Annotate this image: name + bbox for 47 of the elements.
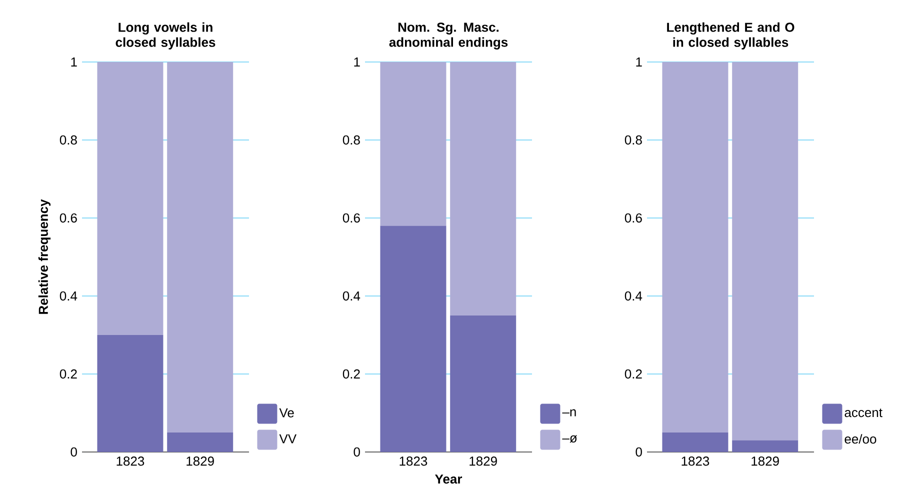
y-tick-label: 0.8 xyxy=(342,135,360,145)
x-tick-label: 1823 xyxy=(400,456,428,466)
y-tick-label: 0.2 xyxy=(624,369,642,379)
y-tick-label: 0.8 xyxy=(60,135,77,145)
bar xyxy=(380,62,446,226)
chart-title: Nom. Sg. Masc. adnominal endings xyxy=(389,22,508,50)
legend-label: accent xyxy=(844,408,882,418)
bar xyxy=(167,62,234,432)
y-tick-label: 0 xyxy=(70,447,77,457)
legend-label: ee/oo xyxy=(844,434,876,444)
bar xyxy=(97,334,164,452)
bar xyxy=(450,62,516,316)
y-tick-label: 1 xyxy=(71,58,77,66)
x-tick-label: 1823 xyxy=(116,456,144,466)
bar xyxy=(97,62,164,335)
y-tick-label: 0.8 xyxy=(624,135,642,145)
y-tick-label: 0.6 xyxy=(60,213,77,223)
bar xyxy=(167,432,234,452)
legend-label: VV xyxy=(279,434,296,444)
bar xyxy=(450,315,516,452)
bar xyxy=(662,62,728,432)
x-tick-label: 1829 xyxy=(470,456,497,466)
bar xyxy=(662,432,728,452)
x-axis-title: Year xyxy=(434,474,462,484)
y-tick-label: 0.6 xyxy=(624,213,642,223)
chart-title: Long vowels in closed syllables xyxy=(116,22,216,50)
bar xyxy=(380,226,446,452)
y-tick-label: 0.4 xyxy=(60,291,78,301)
legend-label: –ø xyxy=(562,435,578,443)
y-tick-label: 0.2 xyxy=(60,369,77,379)
y-tick-label: 0.4 xyxy=(342,291,360,301)
bar xyxy=(732,440,798,452)
y-tick-label: 1 xyxy=(636,58,642,66)
legend-label: –n xyxy=(562,409,576,416)
chart-title: Lengthened E and O in closed syllables xyxy=(667,22,794,50)
y-tick-label: 0.4 xyxy=(624,291,642,301)
y-tick-label: 0.6 xyxy=(342,213,360,223)
x-tick-label: 1829 xyxy=(186,456,214,466)
legend-label: Ve xyxy=(279,408,294,418)
x-tick-label: 1823 xyxy=(682,456,710,466)
bar xyxy=(732,62,798,440)
y-tick-label: 0.2 xyxy=(342,369,360,379)
y-tick-label: 1 xyxy=(354,58,360,66)
y-tick-label: 0 xyxy=(354,447,360,457)
y-axis-title: Relative frequency xyxy=(38,199,51,314)
x-tick-label: 1829 xyxy=(752,456,779,466)
y-tick-label: 0 xyxy=(636,447,642,457)
